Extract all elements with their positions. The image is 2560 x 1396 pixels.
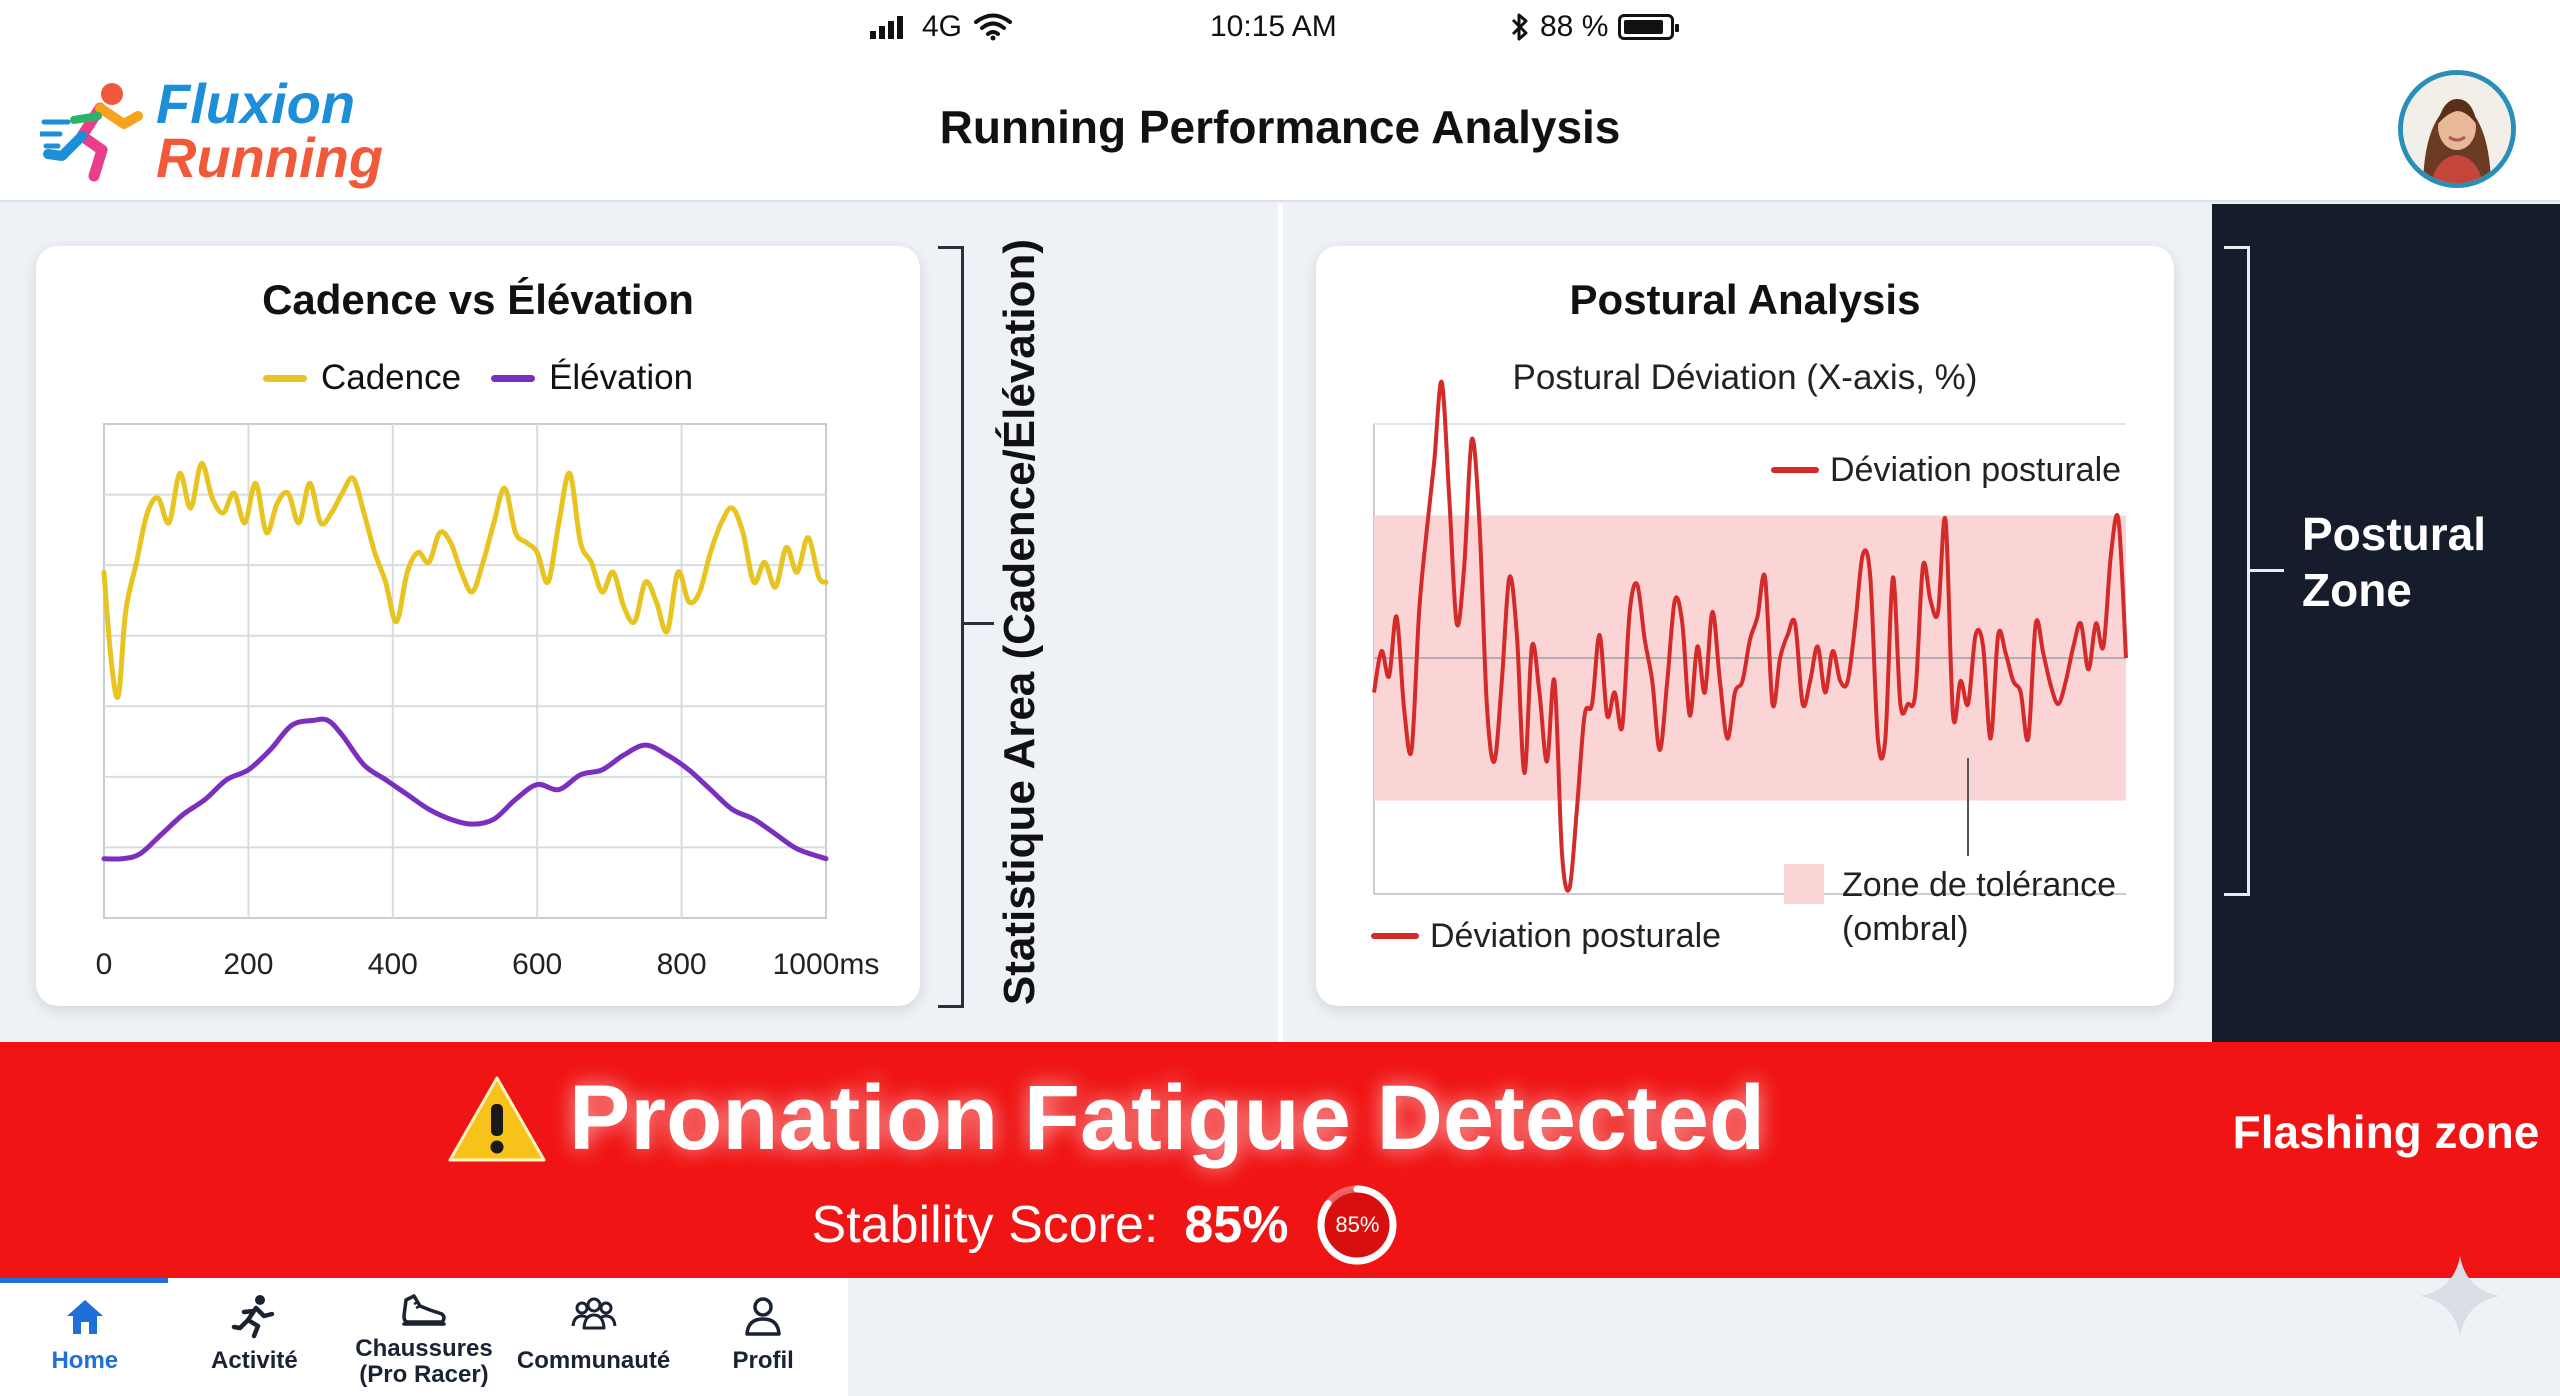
nav-item-activite[interactable]: Activité — [170, 1278, 340, 1396]
stability-score-value: 85% — [1184, 1196, 1289, 1254]
cadence-elevation-chart: 0 200 400 600 800 1000ms — [96, 423, 880, 981]
nav-label-profil: Profil — [732, 1347, 794, 1374]
bluetooth-icon — [1511, 13, 1528, 41]
postural-deviation-chart: Déviation posturale Déviation posturale Zo… — [1371, 379, 2128, 955]
series-line-elevation — [101, 716, 829, 862]
nav-item-home[interactable]: Home — [0, 1278, 170, 1396]
legend-label-tolerance-line1: Zone de tolérance — [1842, 866, 2116, 904]
postural-zone-label: Postural Zone — [2302, 508, 2487, 616]
x-tick-label: 400 — [368, 948, 418, 981]
postural-zone-panel — [2212, 204, 2560, 1042]
series-line-cadence — [101, 461, 829, 700]
sparkle-icon — [2420, 1256, 2500, 1336]
cadence-chart-title: Cadence vs Élévation — [262, 276, 694, 323]
profile-icon — [745, 1297, 781, 1336]
clock: 10:15 AM — [1210, 10, 1337, 43]
legend-label-cadence: Cadence — [320, 358, 462, 397]
legend-label-elevation: Élévation — [549, 358, 694, 397]
status-bar: 4G 10:15 AM 88 % — [0, 0, 2560, 56]
status-left: 4G — [870, 10, 1013, 44]
statistique-bracket-tick — [964, 622, 994, 625]
postural-chart-title: Postural Analysis — [1569, 276, 1921, 323]
alert-title: Pronation Fatigue Detected — [568, 1067, 1766, 1169]
warning-icon — [448, 1076, 546, 1161]
community-icon — [571, 1297, 617, 1330]
logo-word-fluxion: Fluxion — [156, 72, 356, 135]
panel-divider — [1278, 204, 1283, 1042]
logo-word-running: Running — [156, 126, 384, 189]
avatar-portrait-icon — [2403, 75, 2511, 183]
nav-label-home: Home — [51, 1347, 119, 1374]
x-tick-label: 0 — [96, 948, 113, 981]
stability-score-row: Stability Score: 85% 85% — [0, 1182, 2212, 1268]
runner-icon — [232, 1295, 275, 1339]
alert-title-row: Pronation Fatigue Detected — [0, 1066, 2212, 1171]
cadence-chart-legend: Cadence Élévation — [36, 358, 920, 398]
nav-active-indicator — [0, 1278, 168, 1283]
nav-item-profil[interactable]: Profil — [678, 1278, 848, 1396]
cadence-elevation-card: Cadence vs Élévation Cadence Élévation 0… — [36, 246, 920, 1006]
plot-area — [103, 423, 827, 919]
home-icon — [66, 1300, 103, 1334]
x-tick-label: 800 — [657, 948, 707, 981]
bottom-bar: Home Activité Chaussures (Pro Racer) — [0, 1256, 2560, 1396]
stability-score-ring: 85% — [1314, 1182, 1400, 1268]
series-line-deviation — [1372, 379, 2128, 893]
flashing-zone-label: Flashing zone — [2232, 1106, 2540, 1158]
shoe-icon — [402, 1294, 446, 1326]
legend-item-elevation: Élévation — [491, 358, 693, 398]
status-right: 88 % — [1510, 10, 1680, 44]
battery-fill — [1624, 20, 1664, 34]
statistique-area-label: Statistique Area (Cadence/Élévation) — [995, 238, 1044, 1006]
signal-icon — [870, 16, 903, 39]
stability-score-label: Stability Score: — [811, 1196, 1159, 1254]
wifi-icon — [974, 13, 1013, 41]
app-header: Fluxion Running Running Performance Anal… — [0, 56, 2560, 202]
battery-percent: 88 % — [1540, 10, 1609, 43]
bottom-nav: Home Activité Chaussures (Pro Racer) — [0, 1278, 848, 1396]
statistique-bracket — [938, 246, 964, 1008]
postural-bracket-tick — [2250, 569, 2284, 572]
network-label: 4G — [922, 10, 963, 43]
postural-zone-bracket — [2224, 246, 2250, 896]
x-tick-label: 200 — [223, 948, 273, 981]
score-ring-text: 85% — [1335, 1212, 1380, 1237]
x-tick-label: 1000ms — [773, 948, 880, 981]
postural-analysis-card: Postural Analysis Postural Déviation (X-… — [1316, 246, 2174, 1006]
legend-swatch-elevation — [491, 374, 536, 382]
legend-swatch-tolerance — [1784, 864, 1824, 904]
x-tick-label: 600 — [512, 948, 562, 981]
legend-label-deviation-top: Déviation posturale — [1830, 451, 2121, 489]
score-ring-arc — [1317, 1185, 1397, 1265]
legend-label-tolerance-line2: (ombral) — [1842, 910, 1969, 948]
runner-logo-icon — [40, 83, 143, 182]
legend-swatch-cadence — [262, 374, 307, 382]
nav-label-communaute: Communauté — [516, 1347, 671, 1374]
score-ring-icon — [1317, 1185, 1397, 1265]
legend-item-cadence: Cadence — [262, 358, 462, 398]
legend-label-deviation-bottom: Déviation posturale — [1430, 917, 1721, 955]
battery-icon — [1618, 14, 1680, 40]
user-avatar[interactable] — [2398, 70, 2516, 188]
postural-chart-subtitle: Postural Déviation (X-axis, %) — [1512, 358, 1978, 397]
alert-banner: Pronation Fatigue Detected Stability Sco… — [0, 1042, 2560, 1278]
nav-label-chaussures: Chaussures (Pro Racer) — [355, 1335, 493, 1388]
nav-item-communaute[interactable]: Communauté — [509, 1278, 679, 1396]
app-logo[interactable]: Fluxion Running — [40, 76, 383, 186]
nav-item-chaussures[interactable]: Chaussures (Pro Racer) — [339, 1278, 509, 1396]
page-title: Running Performance Analysis — [939, 101, 1621, 153]
nav-label-activite: Activité — [211, 1347, 298, 1374]
